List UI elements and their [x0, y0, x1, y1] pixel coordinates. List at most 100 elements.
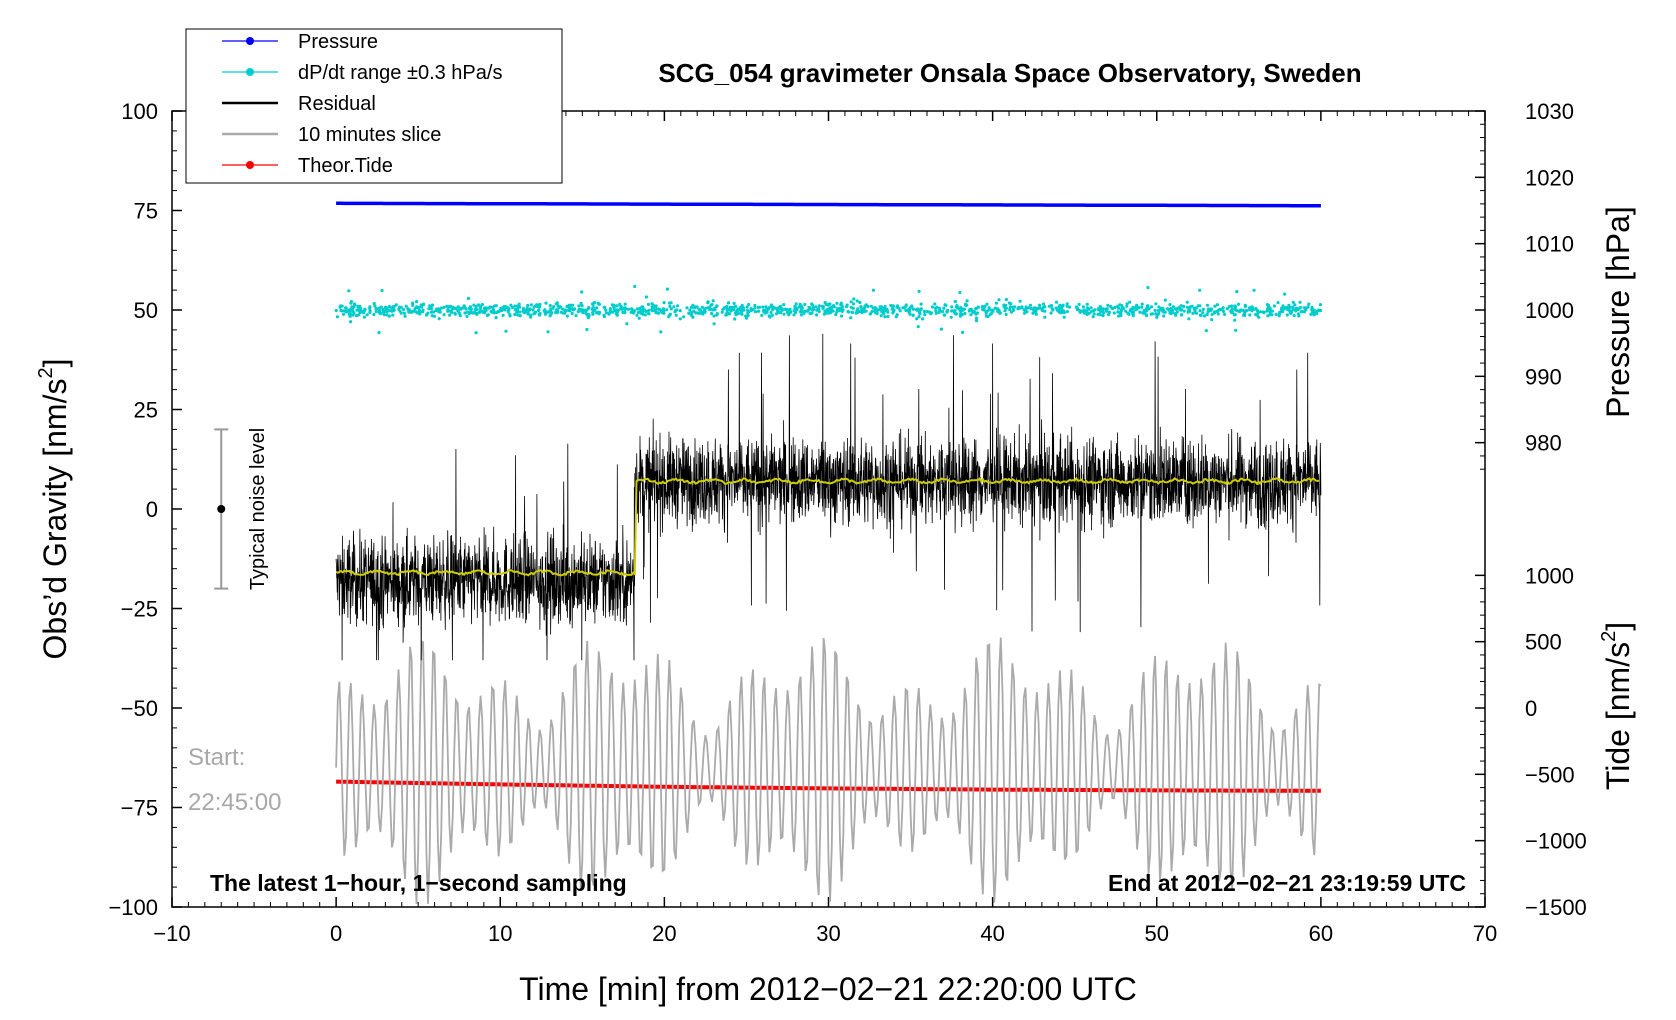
dpdt-point [612, 303, 616, 307]
dpdt-point [585, 327, 589, 332]
dpdt-point [1185, 300, 1189, 304]
dpdt-point [1065, 302, 1069, 306]
dpdt-point [591, 311, 595, 315]
dpdt-point [595, 306, 599, 310]
dpdt-point [604, 311, 609, 315]
dpdt-point [1093, 308, 1097, 312]
dpdt-point [477, 303, 481, 307]
dpdt-point [984, 310, 988, 314]
dpdt-point [1202, 314, 1207, 318]
dpdt-point [349, 301, 353, 305]
dpdt-point [886, 314, 890, 319]
dpdt-point [608, 311, 612, 315]
dpdt-point [659, 330, 663, 334]
dpdt-point [792, 309, 796, 313]
dpdt-point [980, 305, 985, 309]
dpdt-point [415, 311, 419, 315]
tide-tick-label: 1000 [1525, 563, 1574, 588]
dpdt-point [1236, 302, 1241, 306]
dpdt-point [1028, 303, 1033, 307]
dpdt-point [1060, 310, 1064, 314]
dpdt-point [1313, 310, 1317, 314]
dpdt-point [466, 296, 471, 301]
dpdt-point [986, 314, 990, 319]
dpdt-point [489, 309, 493, 313]
dpdt-point [778, 305, 782, 309]
dpdt-point [397, 305, 402, 309]
dpdt-point [771, 307, 775, 312]
dpdt-point [882, 306, 887, 310]
dpdt-point [1216, 312, 1220, 316]
dpdt-point [362, 315, 366, 319]
dpdt-point [693, 305, 697, 310]
dpdt-point [930, 305, 935, 309]
dpdt-point [858, 300, 862, 305]
dpdt-point [1179, 308, 1183, 312]
dpdt-point [538, 312, 542, 316]
dpdt-point [516, 307, 520, 311]
dpdt-point [851, 302, 856, 306]
dpdt-point [567, 303, 571, 307]
dpdt-point [998, 311, 1002, 315]
dpdt-point [706, 301, 710, 305]
dpdt-point [1080, 309, 1085, 313]
dpdt-point [794, 302, 798, 306]
dpdt-point [351, 306, 355, 310]
dpdt-point [698, 308, 702, 312]
dpdt-point [1174, 313, 1178, 317]
dpdt-point [604, 308, 608, 312]
dpdt-point [678, 309, 682, 313]
dpdt-point [445, 304, 449, 308]
dpdt-point [996, 308, 1000, 312]
dpdt-point [334, 308, 338, 313]
dpdt-point [447, 305, 451, 309]
dpdt-point [654, 311, 658, 315]
dpdt-point [1062, 315, 1066, 319]
dpdt-point [1289, 310, 1293, 314]
dpdt-point [373, 304, 377, 308]
dpdt-point [614, 312, 618, 316]
start-time: 22:45:00 [188, 789, 281, 816]
pressure-tick-label: 990 [1525, 364, 1562, 389]
dpdt-point [860, 309, 865, 313]
dpdt-point [911, 313, 915, 317]
dpdt-point [1119, 303, 1124, 307]
dpdt-point [421, 308, 425, 312]
dpdt-point [399, 311, 403, 315]
dpdt-point [745, 305, 749, 309]
dpdt-point [551, 306, 555, 310]
dpdt-point [821, 306, 825, 311]
dpdt-point [1138, 310, 1142, 314]
dpdt-point [507, 307, 511, 311]
dpdt-point [446, 307, 450, 311]
dpdt-point [923, 313, 927, 317]
dpdt-point [1258, 310, 1263, 314]
dpdt-point [803, 302, 807, 307]
dpdt-point [874, 310, 878, 314]
dpdt-point [1185, 305, 1190, 309]
dpdt-point [817, 304, 821, 308]
dpdt-point [437, 310, 441, 314]
dpdt-point [1243, 304, 1247, 309]
dpdt-point [969, 313, 973, 317]
dpdt-point [1058, 303, 1062, 307]
y-axis-ticks: 100 75 50 25 0 −25 −50 −75 −100 [108, 99, 182, 920]
dpdt-point [1274, 312, 1278, 316]
dpdt-point [465, 314, 469, 318]
dpdt-point [654, 304, 658, 308]
dpdt-point [835, 301, 839, 305]
dpdt-point [635, 307, 640, 311]
dpdt-point [1198, 288, 1202, 292]
dpdt-point [898, 309, 902, 313]
dpdt-point [430, 314, 434, 318]
legend-swatch-marker [246, 161, 254, 169]
dpdt-point [708, 307, 713, 311]
dpdt-point [788, 307, 792, 311]
dpdt-point [987, 306, 991, 310]
dpdt-point [1092, 312, 1096, 316]
dpdt-point [637, 316, 641, 320]
dpdt-point [374, 310, 378, 314]
dpdt-point [613, 309, 617, 313]
dpdt-point [374, 307, 378, 311]
dpdt-point [1016, 307, 1020, 311]
